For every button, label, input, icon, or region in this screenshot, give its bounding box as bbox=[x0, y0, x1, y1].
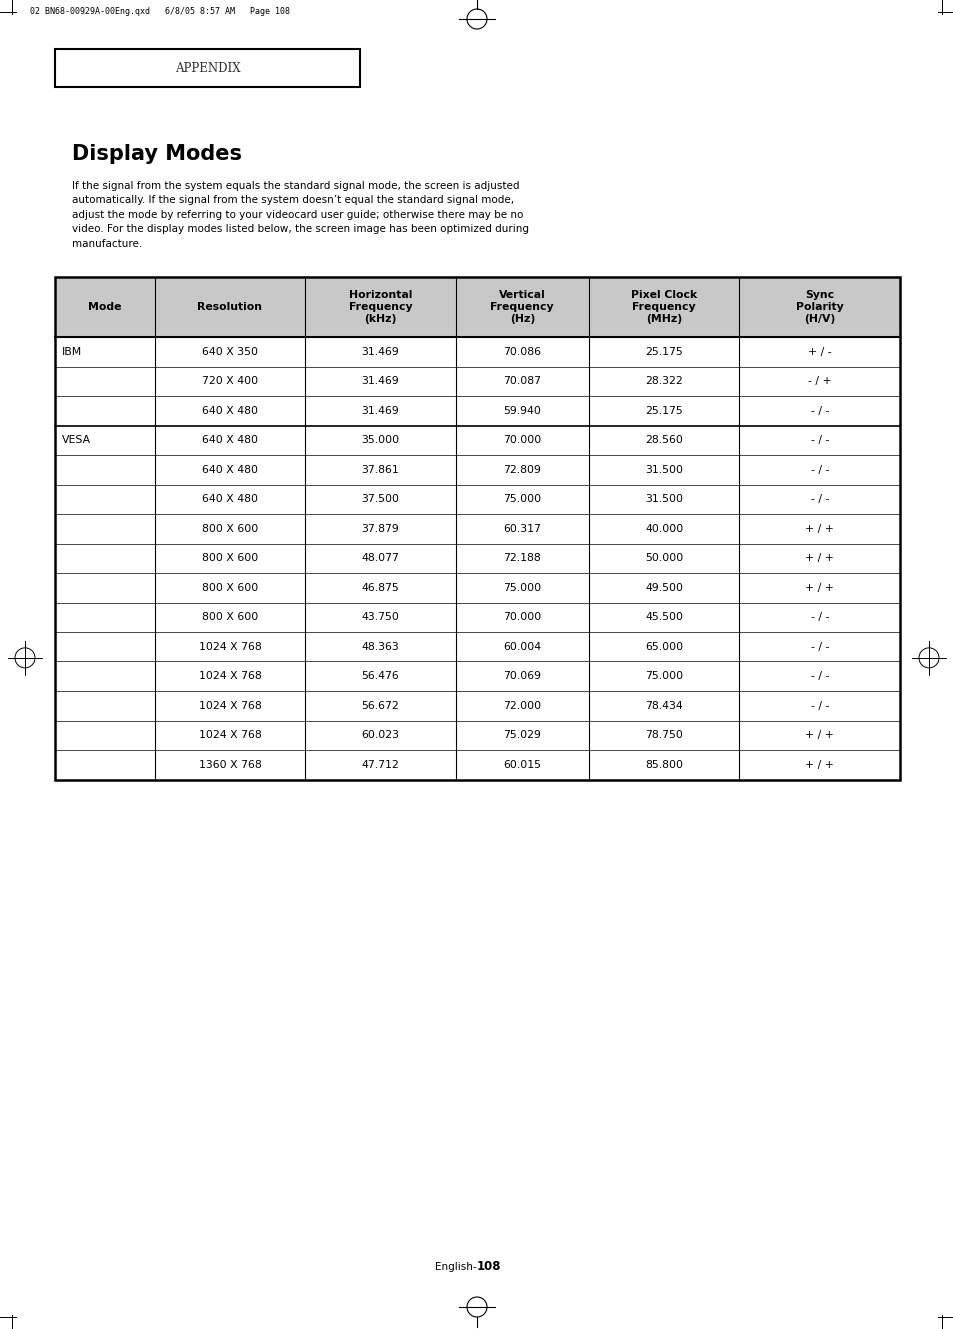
Text: 31.469: 31.469 bbox=[361, 347, 398, 356]
Text: 1024 X 768: 1024 X 768 bbox=[198, 700, 261, 711]
Text: 1024 X 768: 1024 X 768 bbox=[198, 730, 261, 740]
Text: Sync
Polarity
(H/V): Sync Polarity (H/V) bbox=[795, 290, 842, 324]
Text: 31.469: 31.469 bbox=[361, 376, 398, 387]
Text: 800 X 600: 800 X 600 bbox=[202, 524, 257, 534]
Text: 60.004: 60.004 bbox=[502, 642, 540, 651]
Text: 108: 108 bbox=[476, 1260, 501, 1273]
Text: 48.077: 48.077 bbox=[361, 553, 399, 563]
Text: - / +: - / + bbox=[807, 376, 831, 387]
Text: Display Modes: Display Modes bbox=[71, 144, 242, 163]
Text: - / -: - / - bbox=[810, 465, 828, 474]
Text: 28.322: 28.322 bbox=[644, 376, 682, 387]
Text: 45.500: 45.500 bbox=[644, 613, 682, 622]
Text: - / -: - / - bbox=[810, 700, 828, 711]
Text: 37.861: 37.861 bbox=[361, 465, 398, 474]
Text: 02 BN68-00929A-00Eng.qxd   6/8/05 8:57 AM   Page 108: 02 BN68-00929A-00Eng.qxd 6/8/05 8:57 AM … bbox=[30, 7, 290, 16]
Text: 72.188: 72.188 bbox=[503, 553, 540, 563]
Text: - / -: - / - bbox=[810, 671, 828, 682]
Bar bbox=[55, 276, 899, 338]
Text: 65.000: 65.000 bbox=[644, 642, 682, 651]
Text: + / +: + / + bbox=[804, 524, 833, 534]
Text: 35.000: 35.000 bbox=[361, 436, 399, 445]
Text: 78.750: 78.750 bbox=[644, 730, 682, 740]
Text: Resolution: Resolution bbox=[197, 302, 262, 312]
Text: + / +: + / + bbox=[804, 730, 833, 740]
Text: 60.023: 60.023 bbox=[361, 730, 399, 740]
Text: 37.879: 37.879 bbox=[361, 524, 398, 534]
Text: 1024 X 768: 1024 X 768 bbox=[198, 642, 261, 651]
Text: 720 X 400: 720 X 400 bbox=[202, 376, 257, 387]
Text: 78.434: 78.434 bbox=[644, 700, 682, 711]
Text: + / +: + / + bbox=[804, 553, 833, 563]
Text: 31.500: 31.500 bbox=[644, 465, 682, 474]
Text: 31.469: 31.469 bbox=[361, 405, 398, 416]
Text: 800 X 600: 800 X 600 bbox=[202, 582, 257, 593]
Text: 75.000: 75.000 bbox=[644, 671, 682, 682]
Text: 40.000: 40.000 bbox=[644, 524, 682, 534]
Text: - / -: - / - bbox=[810, 494, 828, 504]
Text: 56.476: 56.476 bbox=[361, 671, 398, 682]
Text: English-: English- bbox=[435, 1263, 476, 1272]
Text: 640 X 480: 640 X 480 bbox=[202, 465, 257, 474]
Bar bbox=[55, 276, 899, 780]
Text: 60.317: 60.317 bbox=[503, 524, 540, 534]
Text: 75.029: 75.029 bbox=[503, 730, 540, 740]
Text: 56.672: 56.672 bbox=[361, 700, 398, 711]
Text: 31.500: 31.500 bbox=[644, 494, 682, 504]
Text: 37.500: 37.500 bbox=[361, 494, 399, 504]
Text: + / +: + / + bbox=[804, 760, 833, 769]
Text: 50.000: 50.000 bbox=[644, 553, 682, 563]
Text: 25.175: 25.175 bbox=[644, 405, 682, 416]
Text: + / -: + / - bbox=[807, 347, 831, 356]
Text: - / -: - / - bbox=[810, 405, 828, 416]
Text: - / -: - / - bbox=[810, 613, 828, 622]
Text: 72.000: 72.000 bbox=[502, 700, 540, 711]
Text: 800 X 600: 800 X 600 bbox=[202, 553, 257, 563]
Text: IBM: IBM bbox=[62, 347, 82, 356]
Bar bbox=[55, 49, 359, 86]
Text: 640 X 480: 640 X 480 bbox=[202, 494, 257, 504]
Text: 70.086: 70.086 bbox=[503, 347, 540, 356]
Text: 85.800: 85.800 bbox=[644, 760, 682, 769]
Text: 47.712: 47.712 bbox=[361, 760, 398, 769]
Text: 59.940: 59.940 bbox=[503, 405, 540, 416]
Text: 640 X 350: 640 X 350 bbox=[202, 347, 257, 356]
Text: 640 X 480: 640 X 480 bbox=[202, 436, 257, 445]
Text: Mode: Mode bbox=[88, 302, 121, 312]
Text: 72.809: 72.809 bbox=[503, 465, 540, 474]
Text: 640 X 480: 640 X 480 bbox=[202, 405, 257, 416]
Text: 75.000: 75.000 bbox=[502, 494, 540, 504]
Text: 49.500: 49.500 bbox=[644, 582, 682, 593]
Text: 46.875: 46.875 bbox=[361, 582, 398, 593]
Text: Vertical
Frequency
(Hz): Vertical Frequency (Hz) bbox=[490, 290, 554, 324]
Text: + / +: + / + bbox=[804, 582, 833, 593]
Text: Pixel Clock
Frequency
(MHz): Pixel Clock Frequency (MHz) bbox=[631, 290, 697, 324]
Text: 48.363: 48.363 bbox=[361, 642, 398, 651]
Text: If the signal from the system equals the standard signal mode, the screen is adj: If the signal from the system equals the… bbox=[71, 181, 529, 249]
Text: - / -: - / - bbox=[810, 436, 828, 445]
Text: 43.750: 43.750 bbox=[361, 613, 399, 622]
Text: APPENDIX: APPENDIX bbox=[174, 61, 240, 74]
Text: 70.087: 70.087 bbox=[503, 376, 540, 387]
Text: 75.000: 75.000 bbox=[502, 582, 540, 593]
Text: 70.069: 70.069 bbox=[503, 671, 540, 682]
Text: 1360 X 768: 1360 X 768 bbox=[198, 760, 261, 769]
Text: 1024 X 768: 1024 X 768 bbox=[198, 671, 261, 682]
Text: VESA: VESA bbox=[62, 436, 91, 445]
Text: 60.015: 60.015 bbox=[503, 760, 540, 769]
Text: 800 X 600: 800 X 600 bbox=[202, 613, 257, 622]
Text: Horizontal
Frequency
(kHz): Horizontal Frequency (kHz) bbox=[348, 290, 412, 324]
Text: 28.560: 28.560 bbox=[644, 436, 682, 445]
Text: - / -: - / - bbox=[810, 642, 828, 651]
Text: 70.000: 70.000 bbox=[502, 436, 541, 445]
Text: 70.000: 70.000 bbox=[502, 613, 541, 622]
Text: 25.175: 25.175 bbox=[644, 347, 682, 356]
